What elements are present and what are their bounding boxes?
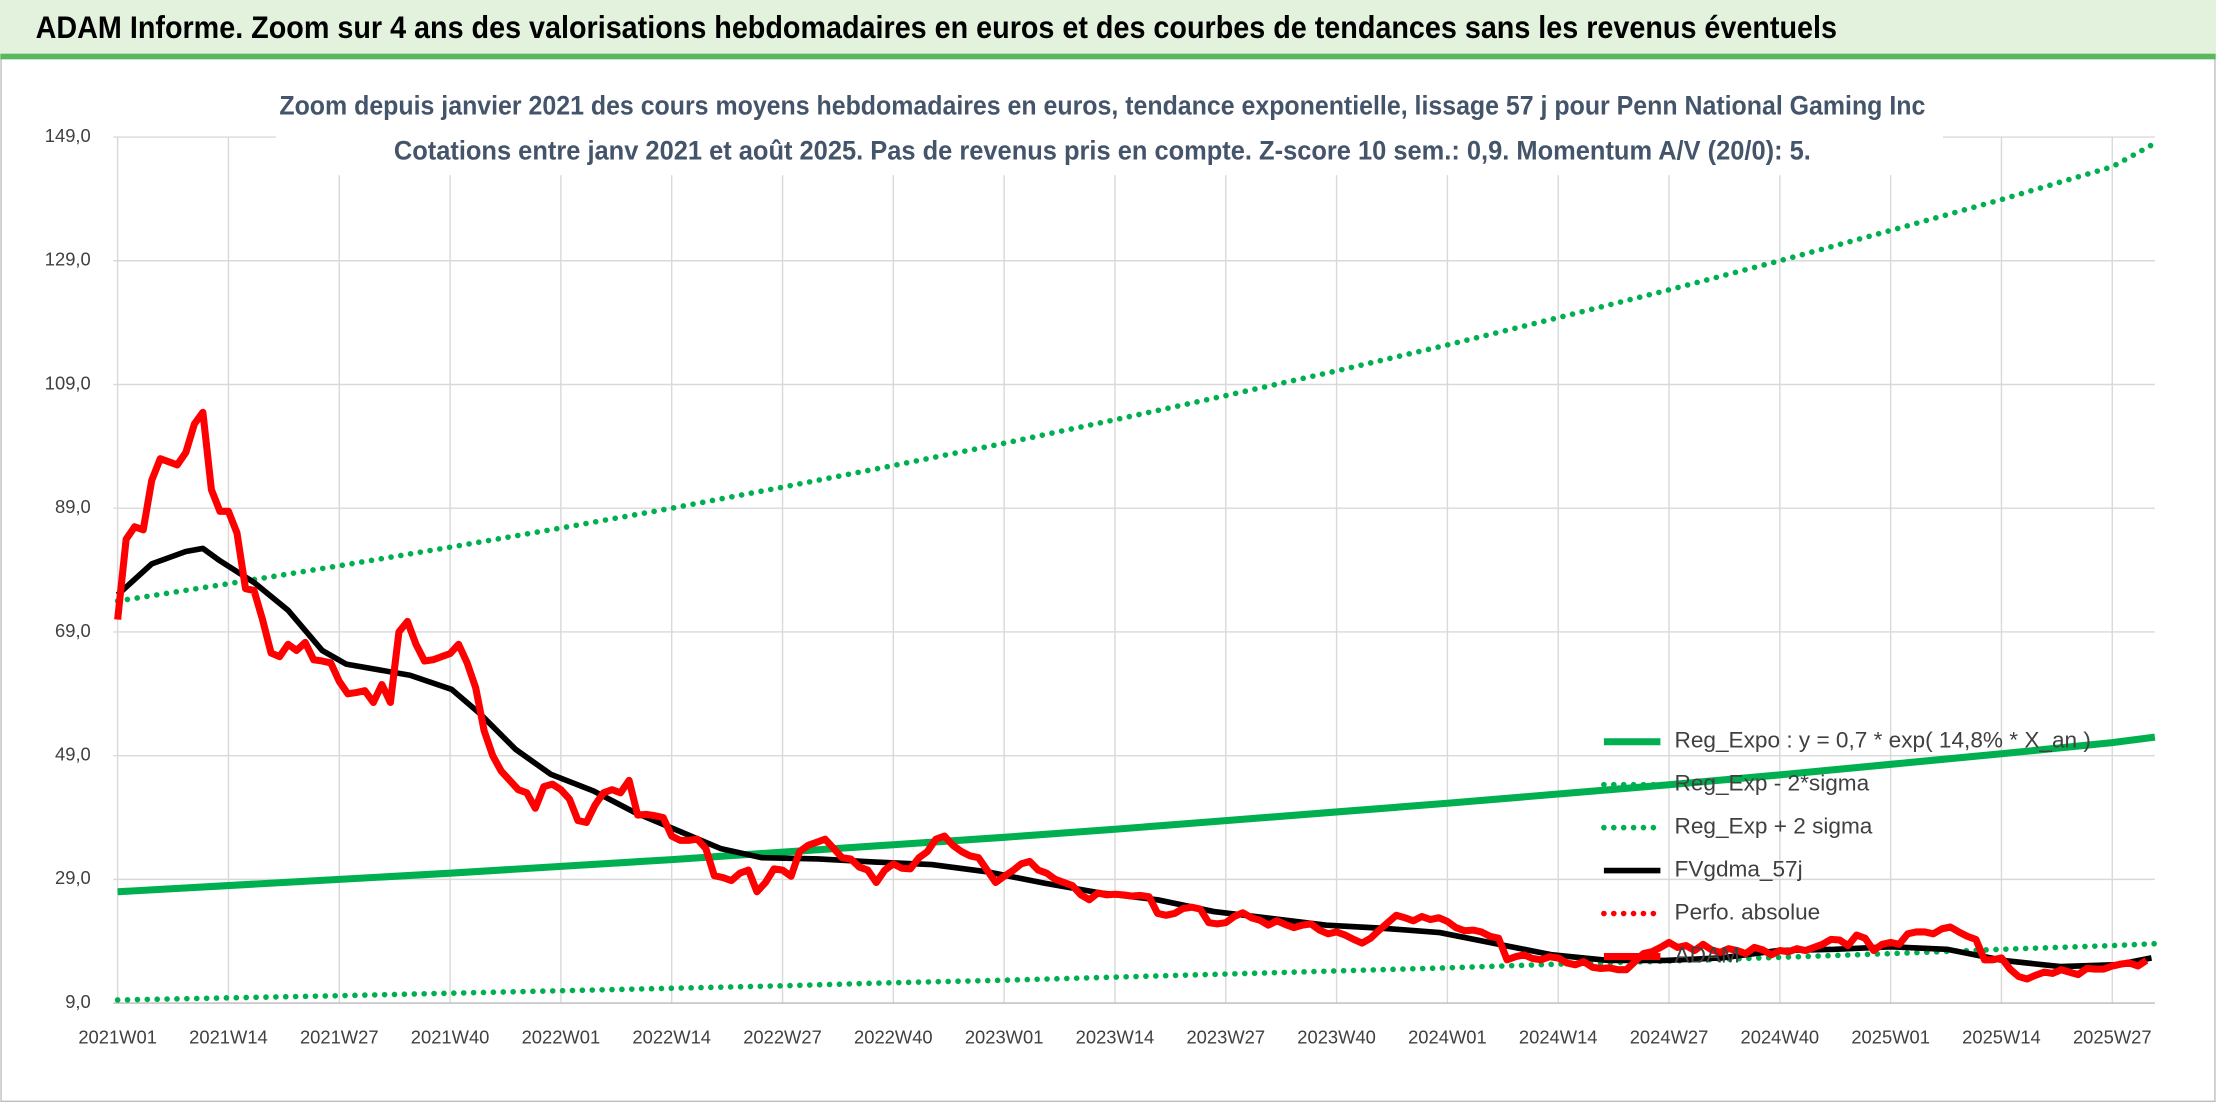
x-tick-label: 2025W01 [1851,1026,1930,1047]
legend-label: Reg_Exp - 2*sigma [1675,771,1870,796]
legend: Reg_Expo : y = 0,7 * exp( 14,8% * X_an )… [1601,728,2091,967]
y-tick-label: 69,0 [55,620,91,641]
x-tick-label: 2023W27 [1186,1026,1265,1047]
legend-label: ADAM [1675,942,1740,967]
x-tick-label: 2024W40 [1741,1026,1820,1047]
x-tick-label: 2021W27 [300,1026,379,1047]
x-tick-label: 2024W14 [1519,1026,1598,1047]
y-tick-label: 29,0 [55,867,91,888]
x-tick-label: 2021W14 [189,1026,268,1047]
legend-label: FVgdma_57j [1675,857,1803,882]
y-tick-label: 49,0 [55,744,91,765]
legend-label: Reg_Exp + 2 sigma [1675,814,1873,839]
x-tick-label: 2022W01 [522,1026,601,1047]
header-band [0,0,2216,57]
y-tick-label: 109,0 [45,372,91,393]
series-line [117,733,2156,896]
x-tick-label: 2025W14 [1962,1026,2041,1047]
x-tick-label: 2024W27 [1630,1026,1709,1047]
plot-area [114,140,2158,1003]
x-tick-label: 2023W01 [965,1026,1044,1047]
x-tick-label: 2024W01 [1408,1026,1487,1047]
x-tick-label: 2025W27 [2073,1026,2152,1047]
chart-subtitle: Zoom depuis janvier 2021 des cours moyen… [279,90,1925,120]
y-tick-label: 149,0 [45,125,91,146]
header-rule [0,53,2216,60]
chart-subtitle: Cotations entre janv 2021 et août 2025. … [394,136,1811,166]
x-tick-label: 2023W40 [1297,1026,1376,1047]
x-tick-label: 2022W14 [632,1026,711,1047]
x-tick-label: 2021W01 [78,1026,157,1047]
series-line [114,140,2158,604]
x-tick-label: 2022W27 [743,1026,822,1047]
y-tick-label: 89,0 [55,496,91,517]
series-line [114,408,2149,983]
title-backdrop [275,81,1943,176]
legend-label: Reg_Expo : y = 0,7 * exp( 14,8% * X_an ) [1675,728,2091,753]
y-tick-label: 9,0 [65,991,91,1012]
page-title: ADAM Informe. Zoom sur 4 ans des valoris… [36,10,1837,45]
y-tick-label: 129,0 [45,249,91,270]
x-tick-label: 2022W40 [854,1026,933,1047]
legend-label: Perfo. absolue [1675,899,1821,924]
x-tick-label: 2021W40 [411,1026,490,1047]
x-tick-label: 2023W14 [1076,1026,1155,1047]
grid: 9,0 29,0 49,0 69,0 89,0 109,0 129,0 149,0 2021W0… [45,125,2155,1047]
